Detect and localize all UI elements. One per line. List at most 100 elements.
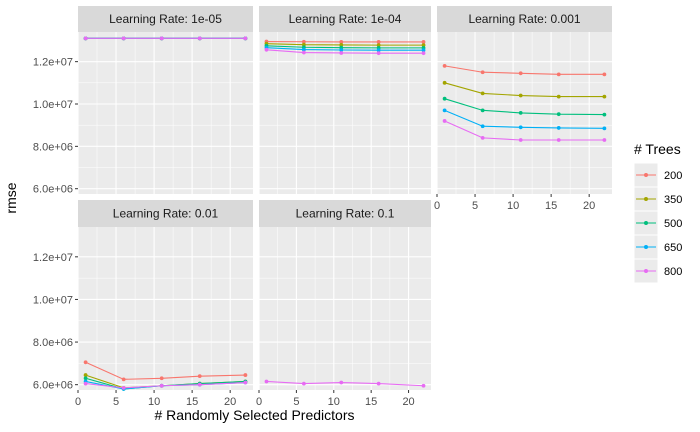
facet-panel: Learning Rate: 1e-04 <box>258 6 431 194</box>
data-point-200 <box>301 39 306 44</box>
x-tick-label: 20 <box>583 200 595 212</box>
y-tick-label: 1.0e+07 <box>33 294 73 306</box>
data-point-500 <box>602 112 607 117</box>
facet-panel: Learning Rate: 1e-05 6.0e+06 8.0e+06 1.0e+0… <box>33 6 253 196</box>
legend-key-point-200 <box>644 173 648 177</box>
data-point-800 <box>421 383 426 388</box>
data-point-800 <box>121 385 126 390</box>
y-tick-label: 1.0e+07 <box>33 99 73 111</box>
x-tick-label: 15 <box>365 396 377 408</box>
data-point-650 <box>421 48 426 53</box>
y-axis-title: rmse <box>3 182 19 213</box>
data-point-500 <box>480 108 485 113</box>
data-point-200 <box>556 72 561 77</box>
data-point-800 <box>264 47 269 52</box>
y-tick-label: 6.0e+06 <box>33 184 73 196</box>
legend: # Trees 200 350 500 650 800 <box>633 141 682 284</box>
data-point-500 <box>442 96 447 101</box>
facet-panel: Learning Rate: 0.01 6.0e+06 8.0e+06 1.0e+07… <box>33 200 253 408</box>
data-point-200 <box>518 71 523 76</box>
data-point-500 <box>518 110 523 115</box>
data-point-350 <box>602 94 607 99</box>
data-point-800 <box>243 380 248 385</box>
x-axis-title: # Randomly Selected Predictors <box>155 407 355 423</box>
data-point-350 <box>442 80 447 85</box>
panel-background <box>259 227 431 390</box>
data-point-350 <box>339 43 344 47</box>
facet-panel: Learning Rate: 0.001 0 5 10 15 20 <box>434 6 612 212</box>
legend-key-point-500 <box>644 221 648 225</box>
data-point-200 <box>339 40 344 44</box>
data-point-200 <box>121 377 126 382</box>
data-point-200 <box>376 40 381 44</box>
data-point-200 <box>480 70 485 75</box>
x-tick-label: 20 <box>224 396 236 408</box>
data-point-200 <box>421 40 426 44</box>
data-point-800 <box>121 36 126 41</box>
data-point-200 <box>602 72 607 77</box>
data-point-200 <box>197 374 202 379</box>
x-tick-label: 5 <box>113 396 119 408</box>
data-point-800 <box>339 380 344 385</box>
data-point-650 <box>339 48 344 52</box>
facet-strip <box>259 200 431 227</box>
data-point-200 <box>83 360 88 365</box>
legend-title: # Trees <box>634 141 681 157</box>
data-point-800 <box>197 382 202 387</box>
data-point-650 <box>442 108 447 113</box>
facet-strip <box>78 6 253 32</box>
y-tick-label: 1.2e+07 <box>33 252 73 264</box>
y-tick-label: 6.0e+06 <box>33 380 73 392</box>
facet-strip-label: Learning Rate: 1e-04 <box>289 12 402 26</box>
facet-strip-label: Learning Rate: 0.1 <box>296 207 395 221</box>
facet-strip-label: Learning Rate: 0.001 <box>468 12 580 26</box>
data-point-500 <box>556 112 561 117</box>
data-point-800 <box>264 379 269 384</box>
x-tick-label: 10 <box>148 396 160 408</box>
data-point-800 <box>376 51 381 56</box>
data-point-350 <box>83 373 88 377</box>
data-point-200 <box>159 376 164 381</box>
facet-strip <box>78 200 253 227</box>
data-point-800 <box>480 135 485 140</box>
legend-label-650: 650 <box>664 242 682 254</box>
data-point-800 <box>602 138 607 142</box>
data-point-650 <box>480 124 485 129</box>
y-tick-label: 1.2e+07 <box>33 57 73 69</box>
x-tick-label: 5 <box>472 200 478 212</box>
facet-strip <box>437 6 612 32</box>
data-point-800 <box>339 51 344 55</box>
x-tick-label: 0 <box>75 396 81 408</box>
legend-label-350: 350 <box>664 194 682 206</box>
facet-strip <box>259 6 431 32</box>
data-point-800 <box>83 381 88 386</box>
legend-label-500: 500 <box>664 218 682 230</box>
x-tick-label: 0 <box>434 200 440 212</box>
x-tick-label: 10 <box>507 200 519 212</box>
data-point-800 <box>421 51 426 56</box>
x-tick-label: 5 <box>293 396 299 408</box>
facet-strip-label: Learning Rate: 0.01 <box>113 207 219 221</box>
data-point-650 <box>518 125 523 130</box>
data-point-800 <box>442 119 447 123</box>
data-point-800 <box>159 383 164 388</box>
x-tick-label: 15 <box>186 396 198 408</box>
data-point-350 <box>421 43 426 48</box>
data-point-650 <box>301 47 306 52</box>
facet-strip-label: Learning Rate: 1e-05 <box>109 12 222 26</box>
data-point-350 <box>480 91 485 96</box>
x-tick-label: 10 <box>328 396 340 408</box>
x-tick-label: 20 <box>402 396 414 408</box>
y-tick-label: 8.0e+06 <box>33 337 73 349</box>
data-point-800 <box>518 138 523 142</box>
data-point-800 <box>556 138 561 142</box>
data-point-800 <box>243 36 248 41</box>
data-point-800 <box>197 36 202 41</box>
legend-key-point-350 <box>644 197 648 201</box>
data-point-650 <box>602 126 607 131</box>
data-point-200 <box>243 373 248 377</box>
data-point-800 <box>301 50 306 55</box>
data-point-350 <box>376 43 381 48</box>
facet-panel: Learning Rate: 0.1 0 5 10 15 20 <box>256 200 431 408</box>
